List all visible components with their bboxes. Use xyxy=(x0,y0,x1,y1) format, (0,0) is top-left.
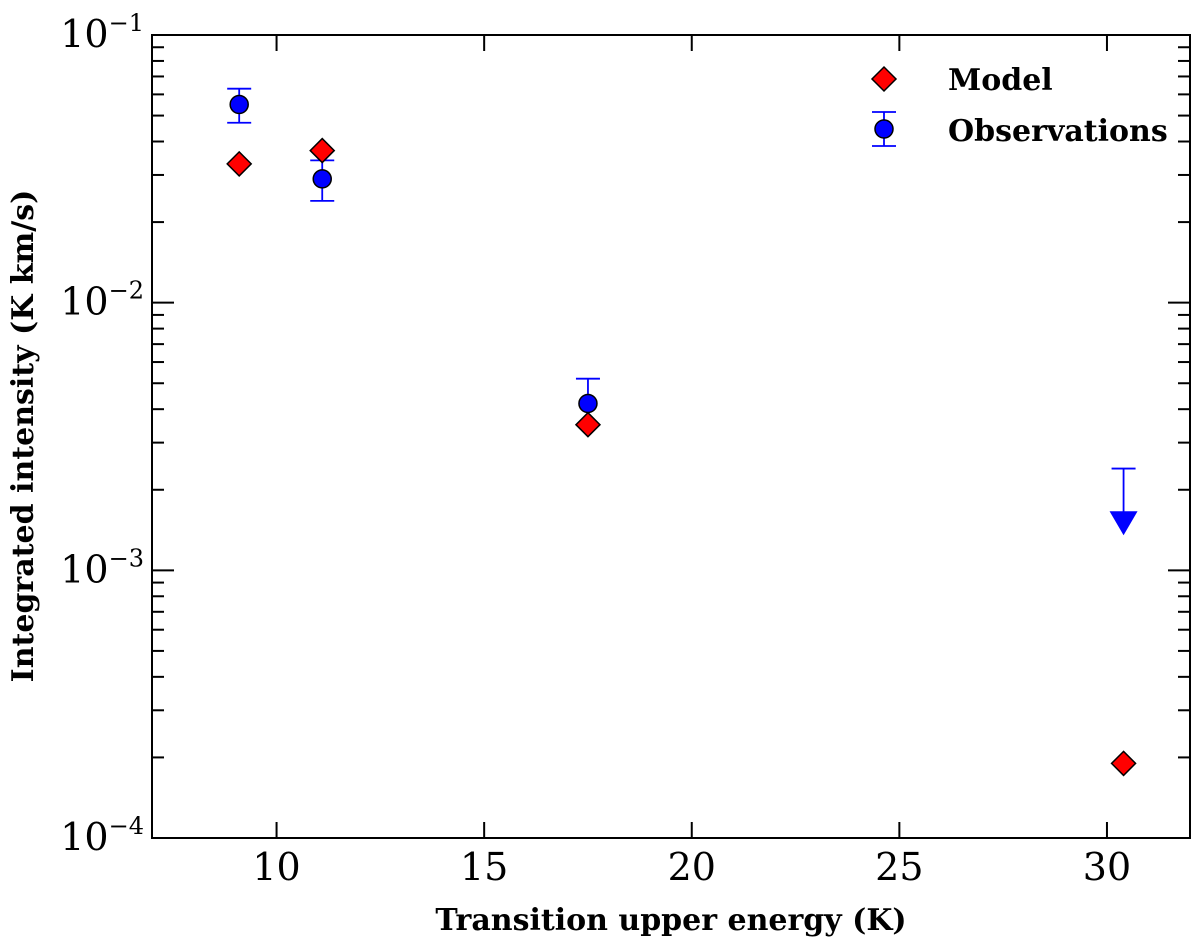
legend-marker-observations xyxy=(872,111,896,147)
x-tick-label: 25 xyxy=(875,845,923,889)
minor-ticks xyxy=(152,46,1190,759)
model-point xyxy=(309,137,336,164)
observation-upper-limit xyxy=(1109,467,1138,536)
model-point xyxy=(574,411,602,438)
y-tick-label: 10−3 xyxy=(60,544,144,591)
x-tick-label: 10 xyxy=(252,845,300,889)
legend-label-observations: Observations xyxy=(948,114,1168,149)
legend-label-model: Model xyxy=(948,63,1053,98)
observation-point xyxy=(229,94,249,115)
model-point xyxy=(226,150,253,177)
y-tick-label: 10−2 xyxy=(60,277,144,324)
y-tick-label: 10−1 xyxy=(60,9,144,56)
upper-limit-arrow xyxy=(1109,511,1138,536)
observation-point xyxy=(578,393,598,414)
legend-circle xyxy=(874,119,894,139)
legend: Model Observations xyxy=(870,63,1168,149)
y-tick-label: 10−4 xyxy=(60,812,144,859)
error-bars xyxy=(227,87,1138,536)
model-point xyxy=(1110,750,1137,777)
x-axis-label: Transition upper energy (K) xyxy=(435,903,906,938)
x-tick-label: 30 xyxy=(1083,845,1131,889)
x-tick-label: 20 xyxy=(668,845,716,889)
x-tick-label: 15 xyxy=(460,845,508,889)
y-axis-label: Integrated intensity (K km/s) xyxy=(6,190,41,683)
observation-point xyxy=(312,169,332,189)
data-points xyxy=(226,94,1137,777)
plot-frame xyxy=(151,34,1191,839)
y-tick-labels: 10−1 10−2 10−3 10−4 xyxy=(60,9,144,859)
legend-diamond xyxy=(870,65,898,93)
legend-marker-model xyxy=(870,65,898,93)
x-tick-labels: 10 15 20 25 30 xyxy=(252,845,1131,889)
major-ticks xyxy=(152,34,1190,839)
